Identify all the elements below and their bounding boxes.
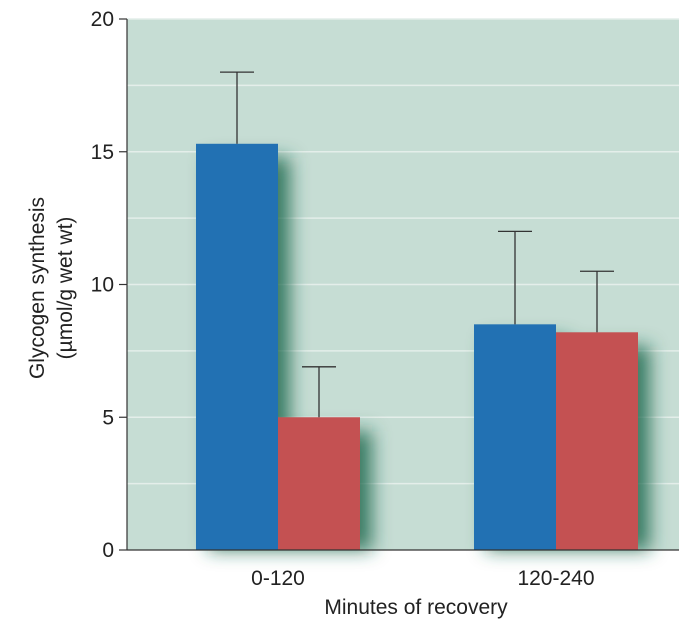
bar-s1-120-240: [474, 324, 556, 550]
error-bars: [220, 71, 614, 418]
y-tick-label: 5: [102, 406, 114, 429]
y-ticks: 0 5 10 15 20: [91, 8, 127, 562]
x-axis-title: Minutes of recovery: [324, 596, 508, 619]
y-tick-label: 15: [91, 141, 114, 164]
x-tick-label-1: 120-240: [517, 567, 594, 590]
y-tick-label: 20: [91, 8, 114, 31]
y-axis-title-line1: Glycogen synthesis: [26, 197, 49, 379]
bar-s1-0-120: [196, 143, 278, 550]
x-tick-label-0: 0-120: [251, 567, 305, 590]
y-axis-title-line2: (µmol/g wet wt): [54, 217, 77, 360]
bars: [196, 143, 638, 550]
bar-s2-120-240: [556, 332, 638, 550]
y-tick-label: 0: [102, 539, 114, 562]
y-tick-label: 10: [91, 274, 114, 297]
bar-s2-0-120: [278, 417, 360, 550]
